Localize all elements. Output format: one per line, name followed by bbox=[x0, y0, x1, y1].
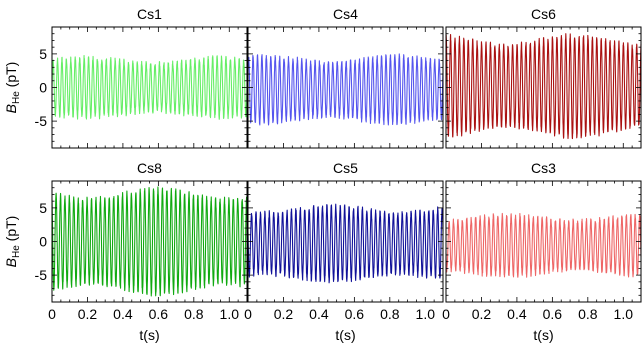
x-tick-label: 0.6 bbox=[345, 306, 365, 322]
panel-title: Cs8 bbox=[137, 160, 162, 176]
panel-title: Cs1 bbox=[137, 6, 162, 22]
x-tick-label: 1.0 bbox=[416, 306, 436, 322]
x-tick-label: 0.6 bbox=[149, 306, 169, 322]
x-tick-label: 0.8 bbox=[184, 306, 204, 322]
y-tick-label: 5 bbox=[39, 46, 47, 62]
x-tick-label: 0.8 bbox=[578, 306, 598, 322]
y-tick-label: 0 bbox=[39, 80, 47, 96]
series-line bbox=[51, 186, 248, 297]
y-axis-label: BHe (pT) bbox=[3, 62, 22, 114]
x-tick-label: 0.2 bbox=[472, 306, 492, 322]
x-tick-label: 0.2 bbox=[274, 306, 294, 322]
panel-title: Cs6 bbox=[531, 6, 556, 22]
x-axis-label: t(s) bbox=[533, 327, 553, 343]
series-line bbox=[247, 203, 444, 284]
panel-title: Cs3 bbox=[531, 160, 556, 176]
x-tick-label: 0.4 bbox=[113, 306, 133, 322]
x-tick-label: 0.4 bbox=[309, 306, 329, 322]
y-tick-label: 0 bbox=[39, 234, 47, 250]
y-tick-label: -5 bbox=[35, 267, 48, 283]
x-axis-label: t(s) bbox=[139, 327, 159, 343]
x-tick-label: 0.2 bbox=[78, 306, 98, 322]
x-axis-label: t(s) bbox=[335, 327, 355, 343]
x-tick-label: 0.4 bbox=[507, 306, 527, 322]
y-tick-label: -5 bbox=[35, 113, 48, 129]
y-tick-label: 5 bbox=[39, 200, 47, 216]
x-tick-label: 1.0 bbox=[614, 306, 634, 322]
x-tick-label: 0.6 bbox=[543, 306, 563, 322]
series-line bbox=[247, 53, 444, 126]
x-tick-label: 0 bbox=[442, 306, 450, 322]
series-line bbox=[445, 212, 642, 278]
series-line bbox=[445, 33, 642, 140]
panel-title: Cs4 bbox=[333, 6, 358, 22]
panel-title: Cs5 bbox=[333, 160, 358, 176]
x-tick-label: 0.8 bbox=[380, 306, 400, 322]
x-tick-label: 0 bbox=[244, 306, 252, 322]
x-tick-label: 0 bbox=[48, 306, 56, 322]
y-axis-label: BHe (pT) bbox=[3, 216, 22, 268]
x-tick-label: 1.0 bbox=[220, 306, 240, 322]
series-line bbox=[51, 54, 248, 120]
